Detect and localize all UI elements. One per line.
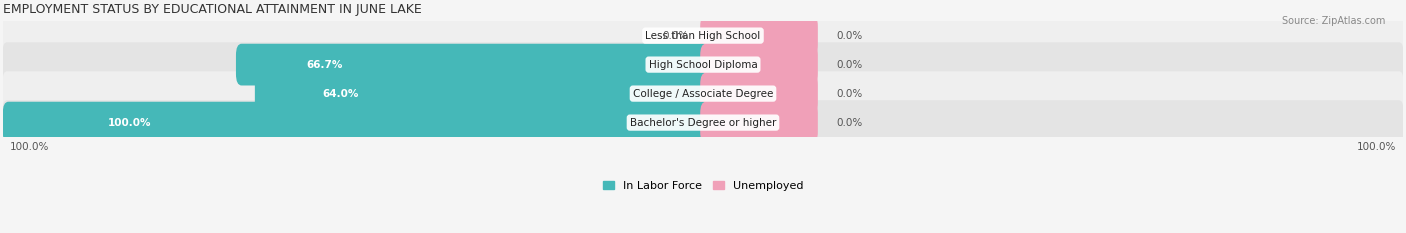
FancyBboxPatch shape: [3, 71, 1403, 116]
Text: 0.0%: 0.0%: [837, 118, 862, 128]
Text: 100.0%: 100.0%: [108, 118, 152, 128]
Text: College / Associate Degree: College / Associate Degree: [633, 89, 773, 99]
FancyBboxPatch shape: [700, 102, 818, 144]
FancyBboxPatch shape: [700, 15, 818, 56]
Text: 0.0%: 0.0%: [837, 89, 862, 99]
FancyBboxPatch shape: [3, 102, 709, 144]
FancyBboxPatch shape: [236, 44, 709, 86]
Text: 64.0%: 64.0%: [322, 89, 359, 99]
FancyBboxPatch shape: [700, 73, 818, 114]
FancyBboxPatch shape: [254, 73, 709, 114]
Text: EMPLOYMENT STATUS BY EDUCATIONAL ATTAINMENT IN JUNE LAKE: EMPLOYMENT STATUS BY EDUCATIONAL ATTAINM…: [3, 3, 422, 16]
Text: 100.0%: 100.0%: [1357, 142, 1396, 152]
Text: 100.0%: 100.0%: [10, 142, 49, 152]
Text: 0.0%: 0.0%: [837, 31, 862, 41]
FancyBboxPatch shape: [3, 13, 1403, 58]
Text: 0.0%: 0.0%: [662, 31, 689, 41]
Text: 0.0%: 0.0%: [837, 60, 862, 70]
Text: Bachelor's Degree or higher: Bachelor's Degree or higher: [630, 118, 776, 128]
Text: High School Diploma: High School Diploma: [648, 60, 758, 70]
Text: 66.7%: 66.7%: [307, 60, 343, 70]
Text: Source: ZipAtlas.com: Source: ZipAtlas.com: [1281, 16, 1385, 26]
FancyBboxPatch shape: [700, 44, 818, 86]
FancyBboxPatch shape: [3, 100, 1403, 145]
Text: Less than High School: Less than High School: [645, 31, 761, 41]
FancyBboxPatch shape: [3, 42, 1403, 87]
Legend: In Labor Force, Unemployed: In Labor Force, Unemployed: [598, 176, 808, 195]
